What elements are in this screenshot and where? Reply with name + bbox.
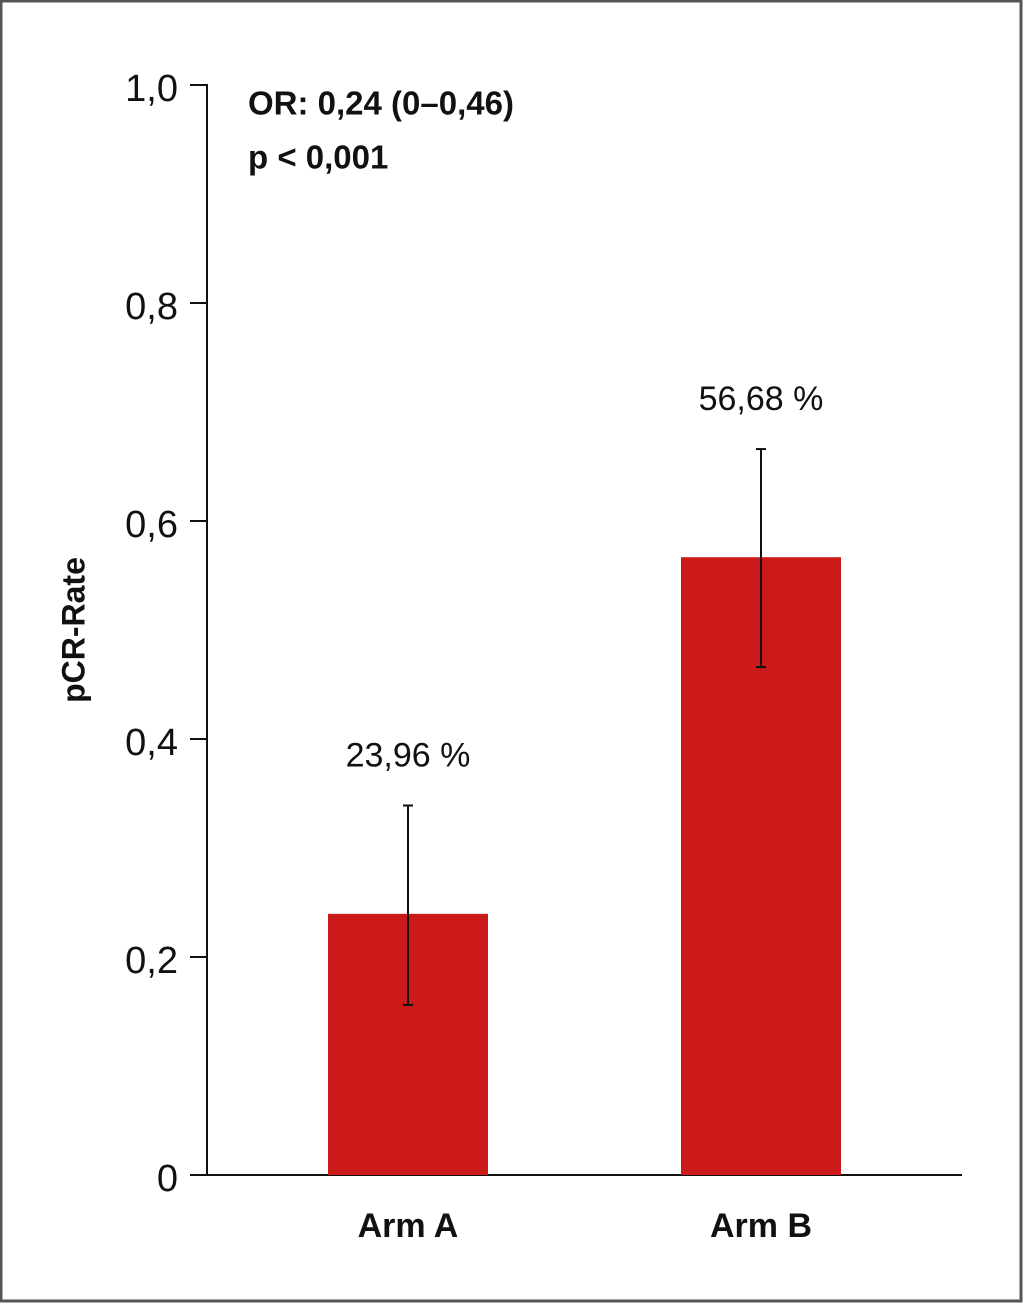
y-axis-label: pCR-Rate (55, 557, 91, 703)
y-tick-label: 1,0 (125, 68, 178, 110)
annotation: p < 0,001 (248, 139, 388, 176)
y-tick-label: 0,8 (125, 286, 178, 328)
y-tick-label: 0,2 (125, 940, 178, 982)
x-tick-label: Arm B (710, 1207, 812, 1245)
value-label: 23,96 % (346, 736, 471, 774)
annotation: OR: 0,24 (0–0,46) (248, 85, 514, 122)
x-tick-label: Arm A (358, 1207, 459, 1245)
y-tick-label: 0 (157, 1158, 178, 1200)
y-tick-label: 0,6 (125, 504, 178, 546)
value-label: 56,68 % (699, 380, 824, 418)
y-tick-label: 0,4 (125, 722, 178, 764)
